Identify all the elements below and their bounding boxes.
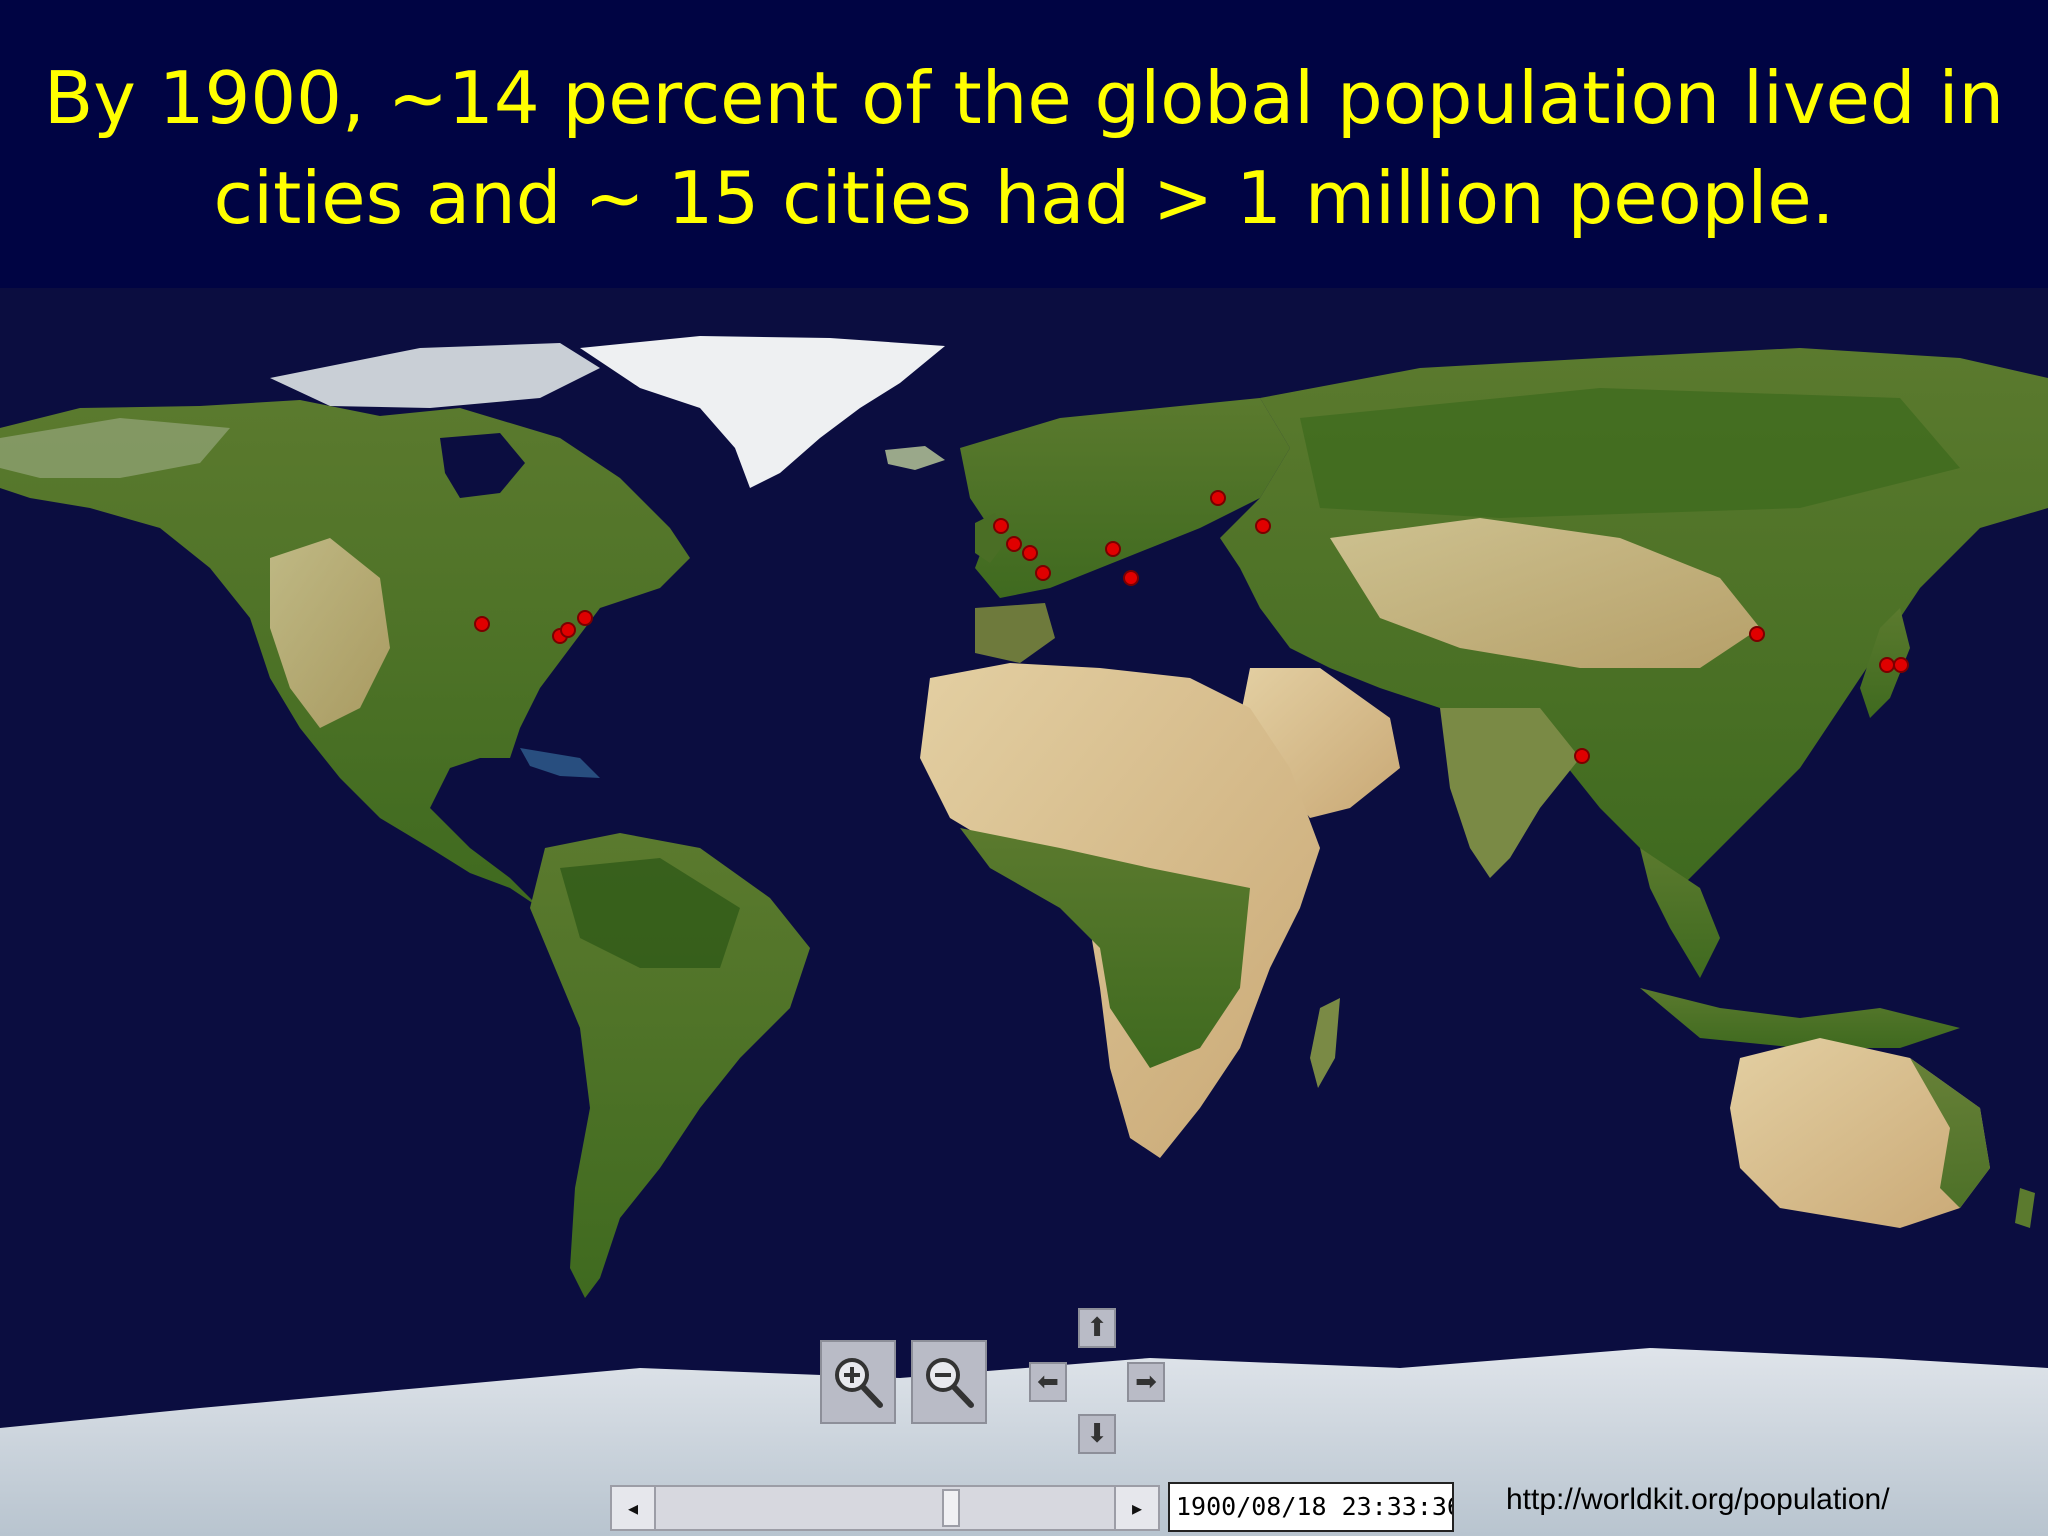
central-asia-steppe [1330, 518, 1760, 668]
pan-down-button[interactable]: ⬇ [1078, 1414, 1116, 1454]
triangle-right-icon: ▸ [1131, 1496, 1143, 1520]
city-marker [474, 616, 490, 632]
pan-left-button[interactable]: ⬅ [1029, 1362, 1067, 1402]
city-marker [1210, 490, 1226, 506]
city-marker [1255, 518, 1271, 534]
city-marker [1879, 657, 1895, 673]
north-america-west-arid [270, 538, 390, 728]
southeast-asia [1640, 848, 1720, 978]
slide-title-line-2: cities and ~ 15 cities had > 1 million p… [213, 156, 1835, 240]
source-url: http://worldkit.org/population/ [1506, 1483, 1890, 1516]
central-africa-forest [960, 828, 1250, 1068]
world-map-image [0, 288, 2048, 1536]
pan-up-button[interactable]: ⬆ [1078, 1308, 1116, 1348]
city-marker [1105, 541, 1121, 557]
timeline-right-arrow-button[interactable]: ▸ [1114, 1487, 1158, 1529]
iberia [975, 603, 1055, 663]
indonesia [1640, 988, 1960, 1048]
zoom-out-button[interactable] [911, 1340, 987, 1424]
city-markers [474, 490, 1909, 764]
arctic-islands [270, 343, 600, 408]
europe [960, 398, 1290, 598]
city-marker [1022, 545, 1038, 561]
australia [1730, 1038, 1990, 1228]
amazon-basin [560, 858, 740, 968]
zoom-out-icon [926, 1358, 974, 1408]
city-marker [1035, 565, 1051, 581]
city-marker [1006, 536, 1022, 552]
city-marker [1893, 657, 1909, 673]
title-bar: By 1900, ~14 percent of the global popul… [0, 0, 2048, 288]
arrow-up-icon: ⬆ [1086, 1313, 1108, 1343]
zoom-in-button[interactable] [820, 1340, 896, 1424]
australia-coast [1910, 1058, 1990, 1208]
triangle-left-icon: ◂ [627, 1496, 639, 1520]
caribbean-islands [520, 748, 600, 778]
city-marker [560, 622, 576, 638]
zoom-in-icon [835, 1358, 883, 1408]
world-map[interactable]: ⬆ ⬅ ➡ ⬇ [0, 288, 2048, 1536]
madagascar [1310, 998, 1340, 1088]
timeline-thumb[interactable] [942, 1489, 960, 1527]
alaska-snow [0, 418, 230, 478]
slide-title-line-1: By 1900, ~14 percent of the global popul… [43, 56, 2005, 140]
indian-subcontinent [1440, 708, 1580, 878]
south-america [530, 833, 810, 1298]
timeline-left-arrow-button[interactable]: ◂ [612, 1487, 656, 1529]
city-marker [1749, 626, 1765, 642]
arrow-left-icon: ⬅ [1037, 1367, 1059, 1397]
greenland [580, 336, 945, 488]
timeline-scrollbar[interactable]: ◂ ▸ [610, 1485, 1160, 1531]
city-marker [1123, 570, 1139, 586]
siberia-forest [1300, 388, 1960, 518]
city-marker [993, 518, 1009, 534]
city-marker [577, 610, 593, 626]
arrow-down-icon: ⬇ [1086, 1419, 1108, 1449]
arrow-right-icon: ➡ [1135, 1367, 1157, 1397]
antarctica [0, 1348, 2048, 1536]
hudson-bay [440, 433, 525, 498]
iceland [885, 446, 945, 470]
new-zealand [2015, 1188, 2035, 1228]
timeline-date-field[interactable]: 1900/08/18 23:33:36 [1168, 1482, 1454, 1532]
pan-right-button[interactable]: ➡ [1127, 1362, 1165, 1402]
city-marker [1574, 748, 1590, 764]
